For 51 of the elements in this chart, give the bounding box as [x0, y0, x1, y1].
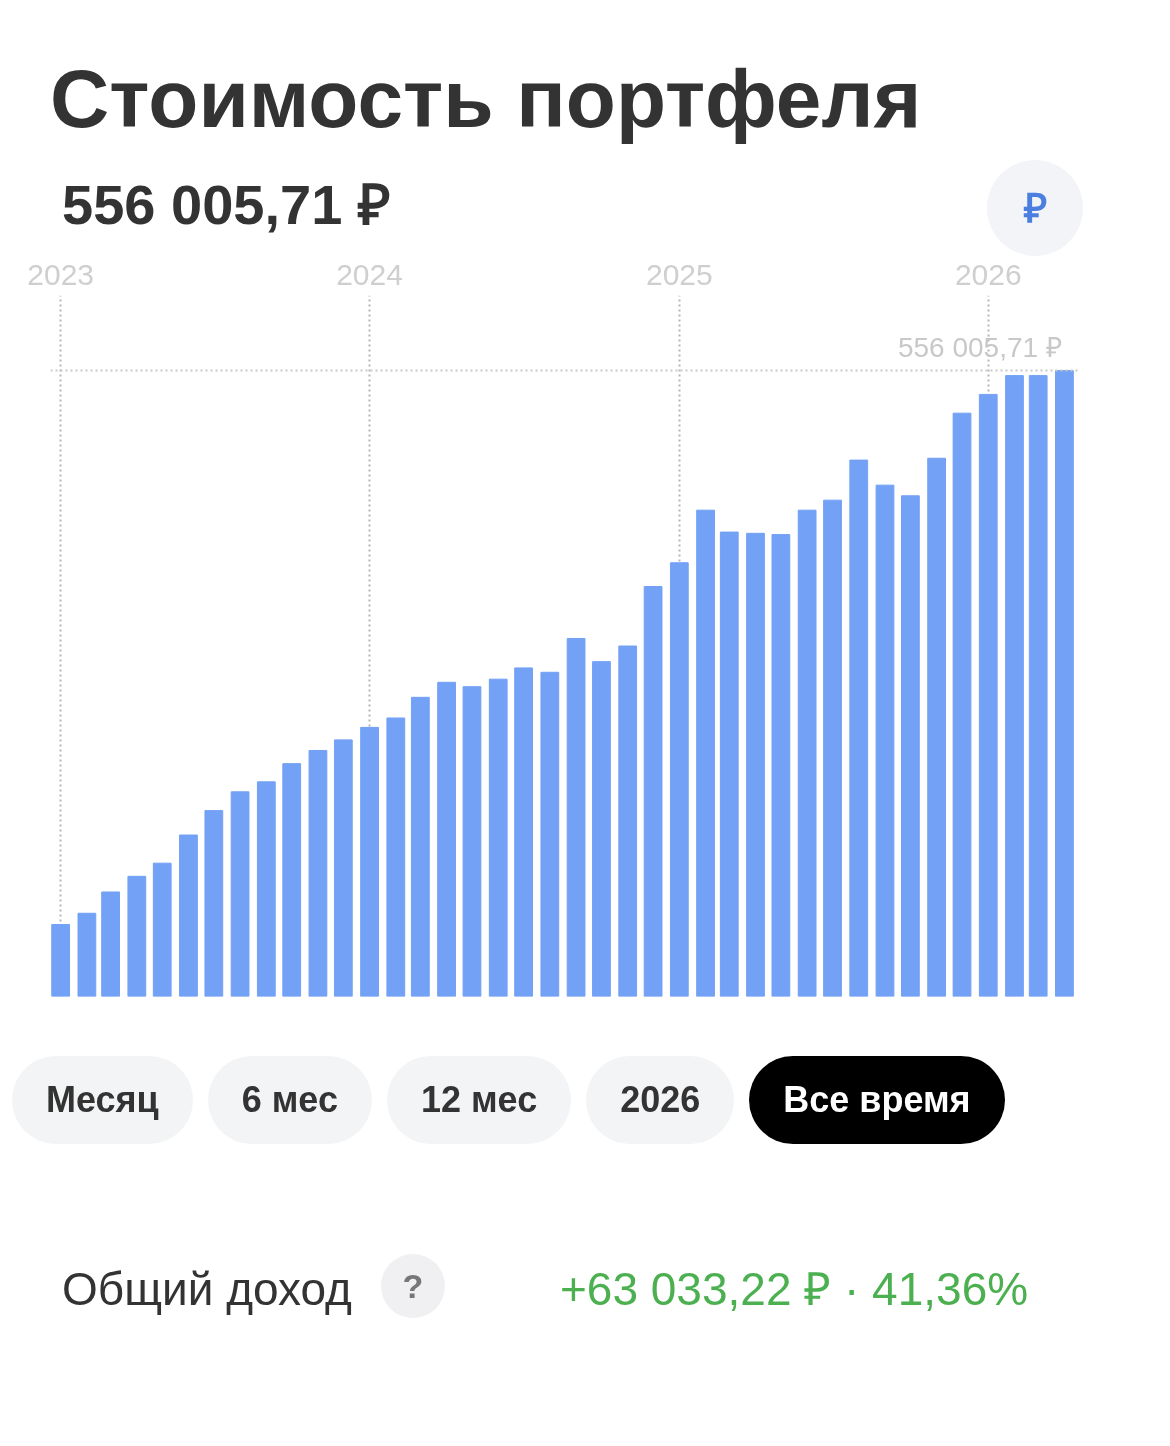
text: ₽	[1023, 185, 1047, 232]
bar	[462, 686, 482, 997]
text: Все время	[783, 1078, 971, 1122]
bar	[101, 891, 120, 997]
bar	[51, 924, 71, 997]
bar	[256, 781, 276, 997]
text: Общий доход	[62, 1262, 352, 1317]
bar	[360, 726, 379, 997]
chart-title: Стоимость портфеля	[50, 52, 922, 146]
bar	[592, 661, 611, 997]
bar	[771, 534, 791, 997]
bar	[437, 681, 456, 997]
bar	[797, 509, 817, 997]
bar	[77, 912, 97, 997]
bar	[127, 875, 147, 997]
text: Месяц	[46, 1078, 159, 1122]
bar	[1055, 370, 1074, 997]
bar	[952, 412, 972, 997]
bar	[978, 393, 998, 997]
bar	[410, 696, 430, 997]
bar	[308, 750, 328, 997]
bar	[927, 457, 947, 997]
text: 6 мес	[241, 1078, 338, 1122]
bar	[669, 562, 689, 997]
bar	[566, 637, 586, 997]
text: ?	[402, 1266, 424, 1307]
bar	[333, 739, 353, 997]
bar	[204, 810, 224, 997]
text: 12 мес	[420, 1078, 538, 1122]
bar	[823, 499, 842, 997]
bar	[875, 484, 895, 997]
bar	[746, 532, 765, 997]
bar	[618, 645, 638, 997]
bar	[643, 586, 663, 997]
bar	[1028, 375, 1048, 997]
bar	[901, 495, 920, 997]
bar	[849, 459, 869, 997]
bar	[540, 671, 560, 997]
bar	[282, 763, 302, 997]
chart-subtitle: 556 005,71 ₽	[62, 172, 391, 238]
bar	[696, 509, 715, 997]
text: +63 033,22 ₽ · 41,36%	[559, 1262, 1029, 1317]
bar	[230, 791, 250, 997]
text: 2026	[620, 1078, 701, 1122]
bar	[179, 834, 198, 997]
bar	[152, 862, 172, 997]
bar	[1005, 375, 1024, 997]
bar	[514, 667, 533, 997]
bar	[719, 531, 739, 997]
bar	[488, 678, 508, 997]
bar	[386, 717, 406, 997]
